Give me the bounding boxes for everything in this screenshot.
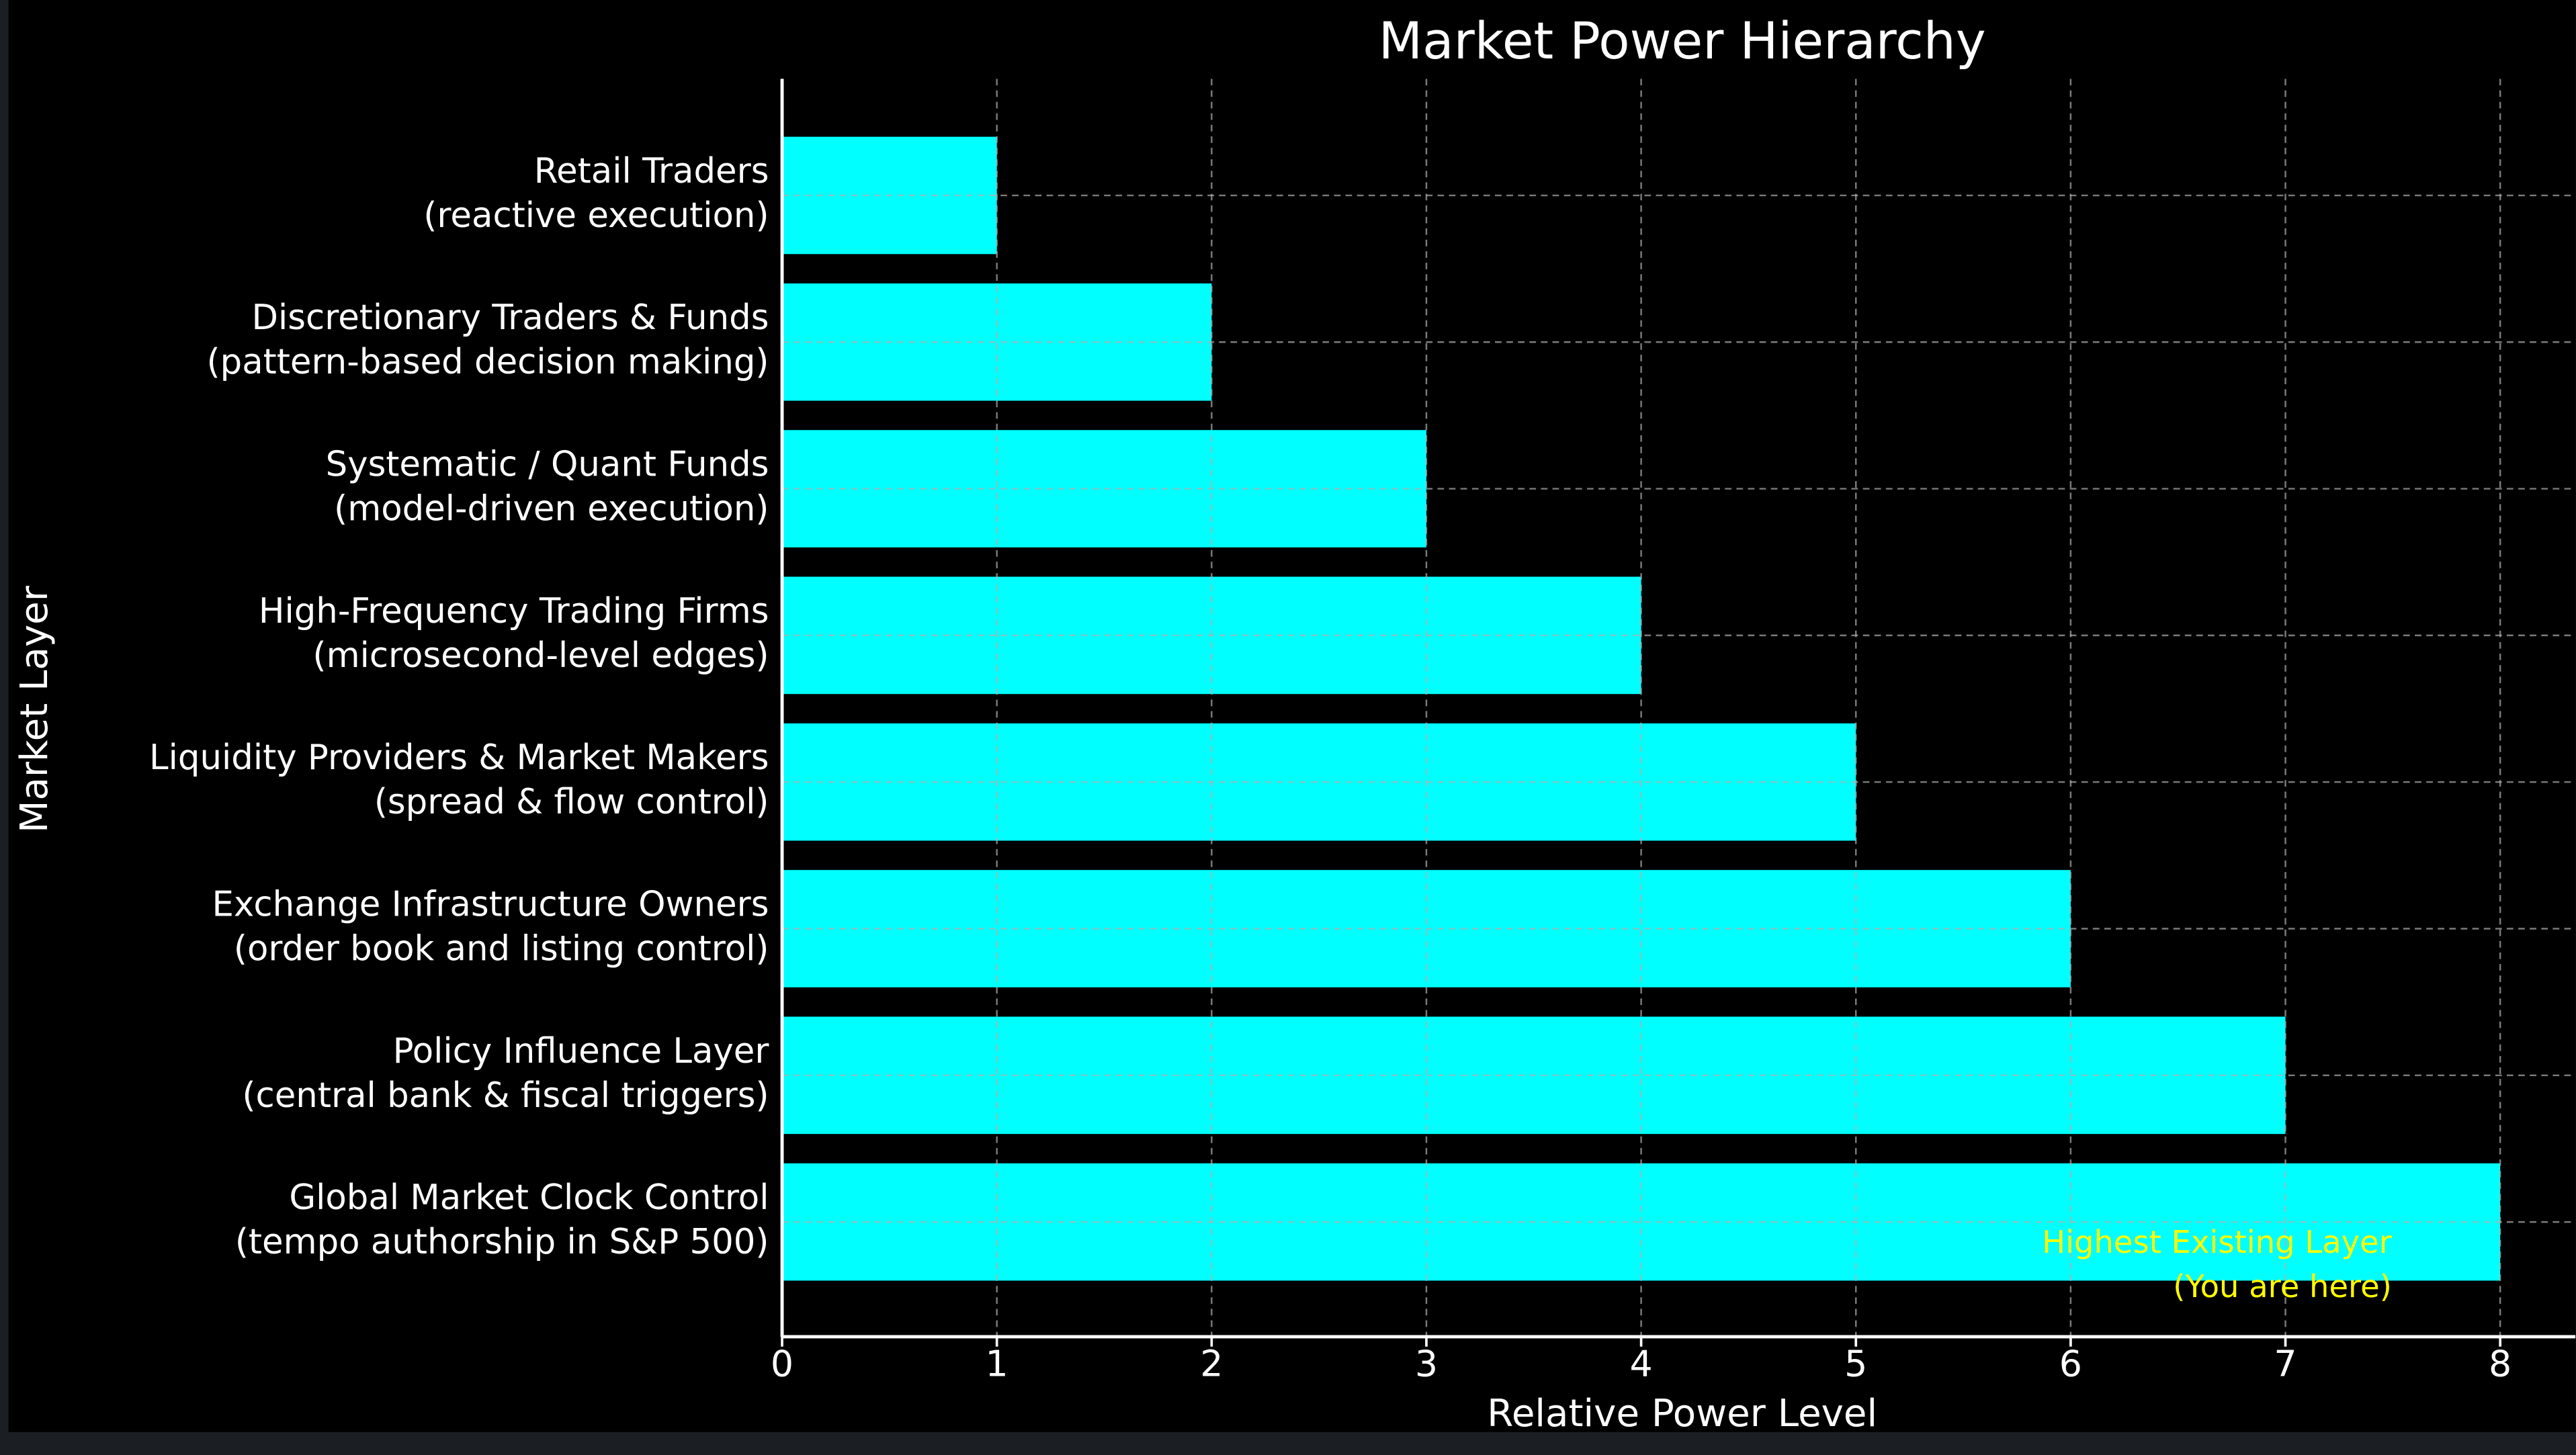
x-tick-label: 1 [986, 1343, 1008, 1385]
x-tick-label: 5 [1844, 1343, 1867, 1385]
y-tick-label: Discretionary Traders & Funds (pattern-ba… [207, 298, 769, 382]
y-tick-label: Retail Traders (reactive execution) [423, 151, 769, 236]
x-tick-label: 4 [1630, 1343, 1653, 1385]
x-axis-label: Relative Power Level [1487, 1392, 1877, 1436]
x-tick-label: 2 [1200, 1343, 1223, 1385]
annotation: Highest Existing Layer (You are here) [2042, 1223, 2393, 1304]
x-tick-label: 7 [2274, 1343, 2296, 1385]
x-tick-label: 8 [2489, 1343, 2511, 1385]
y-tick-label: High-Frequency Trading Firms (microsecond… [259, 591, 769, 676]
y-tick-label: Systematic / Quant Funds (model-driven ex… [326, 445, 769, 529]
x-tick-label: 0 [771, 1343, 793, 1385]
x-tick-label: 6 [2059, 1343, 2082, 1385]
y-tick-label: Global Market Clock Control (tempo author… [235, 1178, 769, 1262]
y-tick-label: Exchange Infrastructure Owners (order boo… [212, 884, 769, 969]
chart-title: Market Power Hierarchy [1379, 11, 1986, 71]
x-tick-label: 3 [1415, 1343, 1438, 1385]
y-tick-label: Liquidity Providers & Market Makers (spre… [149, 738, 769, 822]
y-axis-label: Market Layer [13, 585, 56, 833]
y-tick-label: Policy Influence Layer (central bank & fi… [242, 1031, 769, 1116]
